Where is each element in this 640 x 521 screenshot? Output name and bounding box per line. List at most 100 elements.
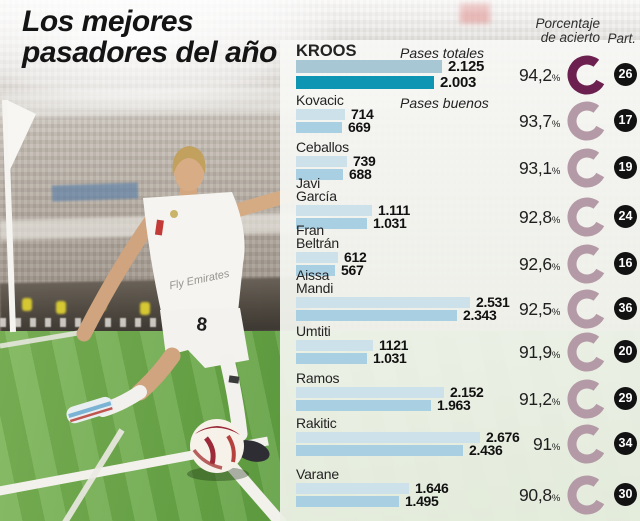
player-name: Kovacic	[296, 92, 344, 108]
total-passes-value: 2.125	[448, 58, 485, 75]
player-name: Varane	[296, 466, 339, 482]
player-row: Fran Beltrán 612 567 92,6% 16	[296, 223, 640, 284]
club-crest	[170, 210, 178, 218]
player-left-thigh	[131, 347, 181, 401]
good-passes-bar	[296, 169, 343, 180]
pitch-line	[0, 328, 91, 349]
accuracy-donut-icon	[567, 55, 607, 94]
total-passes-value: 2.152	[450, 384, 484, 400]
page-title-line1: Los mejores	[22, 5, 194, 38]
accuracy-value: 94,2%	[518, 64, 560, 85]
player-name: Javi García	[296, 175, 337, 204]
total-passes-bar	[296, 297, 470, 308]
good-passes-value: 2.343	[463, 307, 497, 323]
accuracy-value: 91%	[532, 434, 560, 454]
good-passes-bar	[296, 445, 463, 456]
accuracy-value: 90,8%	[518, 485, 560, 505]
total-passes-bar	[296, 109, 345, 120]
player-hair	[172, 146, 206, 176]
good-passes-value: 2.003	[440, 74, 477, 91]
total-passes-bar	[296, 156, 347, 167]
good-passes-value: 688	[349, 166, 372, 182]
player-row: Kovacic 714 669 93,7% 17	[296, 93, 640, 141]
player-right-sock	[219, 352, 248, 442]
participation-badge: 36	[614, 297, 637, 320]
participation-badge: 34	[614, 432, 637, 455]
good-passes-value: 1.963	[437, 397, 471, 413]
good-passes-bar	[296, 400, 431, 411]
stewards-yellow-vests	[22, 298, 32, 311]
player-name: Umtiti	[296, 323, 331, 339]
player-name: Rakitic	[296, 415, 337, 431]
player-name: Aissa Mandi	[296, 267, 334, 296]
total-passes-bar	[296, 483, 409, 494]
corner-flag-pole	[2, 99, 16, 333]
good-passes-value: 1.495	[405, 493, 439, 509]
pitch-goal-line	[223, 458, 287, 521]
jersey-brand-mark	[154, 219, 164, 236]
player-name: Fran Beltrán	[296, 222, 339, 251]
legend-total-passes: Pases totales	[400, 45, 485, 61]
column-header-participation: Part.	[607, 31, 636, 46]
total-passes-value: 739	[353, 153, 376, 169]
accuracy-value: 91,2%	[518, 389, 560, 409]
player-name: Ceballos	[296, 139, 349, 155]
participation-badge: 19	[614, 156, 637, 179]
player-row: Javi García 1.111 1.031 92,8% 24	[296, 176, 640, 237]
accuracy-value: 92,6%	[518, 254, 560, 274]
accuracy-donut-icon	[567, 424, 607, 464]
player-name: KROOS	[296, 42, 357, 60]
accuracy-value: 92,5%	[518, 299, 560, 319]
total-passes-value: 1.111	[378, 202, 410, 218]
good-passes-value: 2.436	[469, 442, 503, 458]
sock-logo	[228, 375, 240, 384]
legend-good-passes: Pases buenos	[400, 95, 489, 111]
good-passes-bar	[296, 496, 399, 507]
page-title: Los mejores pasadores del año	[22, 6, 277, 68]
participation-badge: 30	[614, 483, 637, 506]
player-row: Aissa Mandi 2.531 2.343 92,5% 36	[296, 268, 640, 329]
participation-badge: 20	[614, 340, 637, 363]
player-name: Ramos	[296, 370, 340, 386]
participation-badge: 16	[614, 252, 637, 275]
total-passes-bar	[296, 205, 372, 216]
accuracy-donut-icon	[567, 197, 607, 237]
total-passes-bar	[296, 60, 442, 73]
page-title-line2: pasadores del año	[22, 36, 277, 69]
good-passes-value: 567	[341, 262, 364, 278]
soccer-ball	[187, 419, 249, 481]
accuracy-donut-icon	[567, 379, 607, 419]
good-passes-value: 669	[348, 119, 371, 135]
ball-shadow	[187, 467, 249, 481]
participation-badge: 29	[614, 387, 637, 410]
accuracy-donut-icon	[567, 332, 607, 372]
good-passes-value: 1.031	[373, 350, 407, 366]
accuracy-donut-icon	[567, 244, 607, 284]
player-head	[174, 153, 204, 191]
total-passes-value: 612	[344, 249, 367, 265]
accuracy-donut-icon	[567, 148, 607, 188]
corner-flag	[7, 100, 36, 172]
player-illustration: Fly Emirates 8	[66, 146, 309, 462]
shirt-number: 8	[195, 314, 208, 336]
good-passes-bar	[296, 122, 342, 133]
total-passes-value: 1121	[379, 337, 409, 353]
accuracy-donut-icon	[567, 101, 607, 141]
total-passes-bar	[296, 340, 373, 351]
accuracy-value: 92,8%	[518, 207, 560, 227]
participation-badge: 26	[614, 62, 637, 86]
player-left-arm	[76, 212, 160, 342]
good-passes-bar	[296, 265, 335, 276]
good-passes-bar	[296, 353, 367, 364]
good-passes-value: 1.031	[373, 215, 407, 231]
total-passes-bar	[296, 432, 480, 443]
player-left-boot	[66, 396, 114, 424]
accuracy-value: 91,9%	[518, 342, 560, 362]
total-passes-value: 714	[351, 106, 374, 122]
total-passes-value: 1.646	[415, 480, 449, 496]
accuracy-donut-icon	[567, 475, 607, 515]
total-passes-bar	[296, 387, 444, 398]
accuracy-value: 93,1%	[518, 158, 560, 178]
